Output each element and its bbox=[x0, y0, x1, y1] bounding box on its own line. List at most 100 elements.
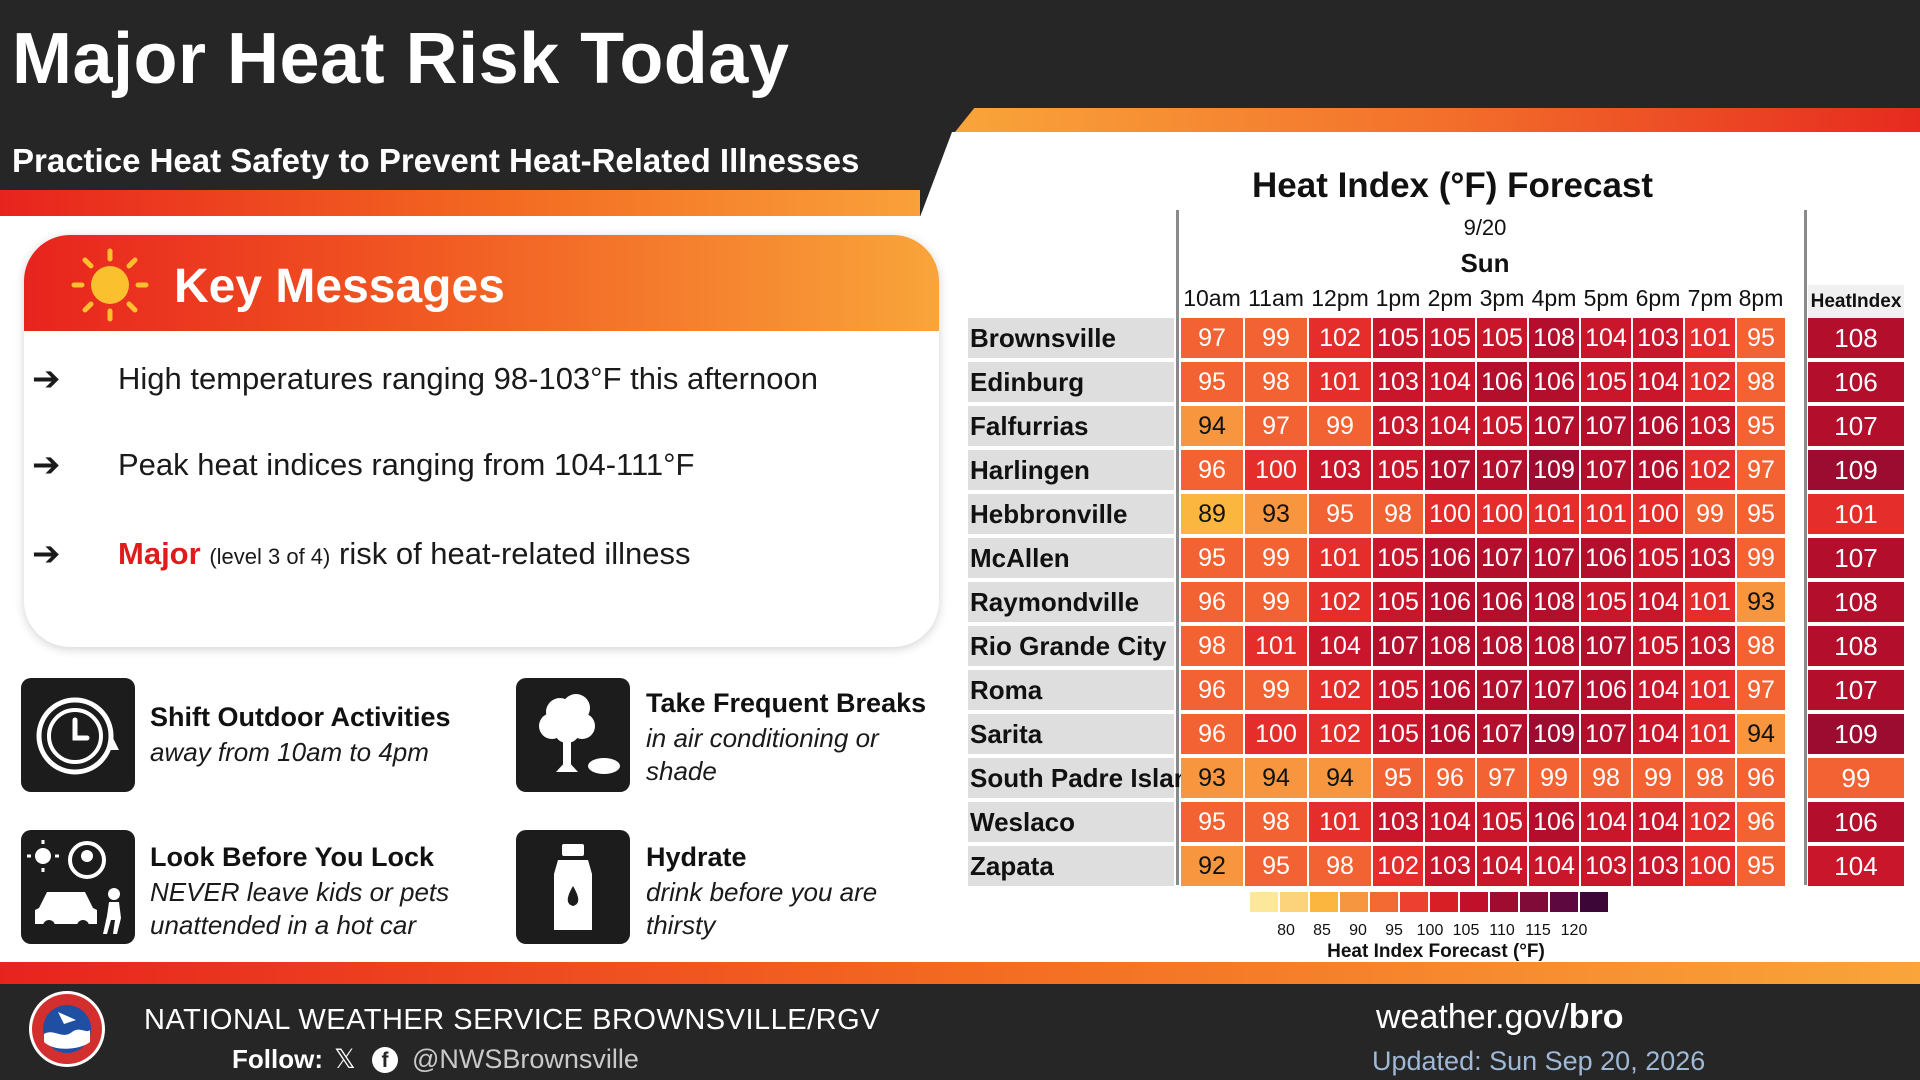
heat-index-cell: 102 bbox=[1685, 802, 1735, 842]
heat-index-cell: 100 bbox=[1633, 494, 1683, 534]
scale-swatch bbox=[1490, 892, 1518, 912]
heat-index-cell: 106 bbox=[1425, 582, 1475, 622]
arrow-right-icon: ➔ bbox=[32, 446, 61, 484]
heat-index-cell: 98 bbox=[1581, 758, 1631, 798]
scale-swatch bbox=[1340, 892, 1368, 912]
city-label: Sarita bbox=[968, 714, 1174, 754]
heat-index-cell: 95 bbox=[1245, 846, 1307, 886]
city-label: Harlingen bbox=[968, 450, 1174, 490]
heat-index-cell: 95 bbox=[1181, 538, 1243, 578]
heat-index-cell: 105 bbox=[1477, 318, 1527, 358]
heat-index-cell: 100 bbox=[1685, 846, 1735, 886]
heat-index-cell: 99 bbox=[1529, 758, 1579, 798]
tip-desc-breaks: in air conditioning or shade bbox=[646, 723, 879, 786]
heat-index-cell: 93 bbox=[1737, 582, 1785, 622]
heat-index-cell: 102 bbox=[1373, 846, 1423, 886]
heat-index-cell: 105 bbox=[1373, 714, 1423, 754]
hour-label: 5pm bbox=[1583, 285, 1629, 311]
max-heat-index-cell: 106 bbox=[1808, 802, 1904, 842]
heat-index-cell: 101 bbox=[1309, 802, 1371, 842]
city-label: McAllen bbox=[968, 538, 1174, 578]
scale-tick-label: 95 bbox=[1385, 922, 1403, 939]
city-label: Edinburg bbox=[968, 362, 1174, 402]
tip-title-hydrate: Hydrate bbox=[646, 842, 747, 872]
footer bbox=[0, 984, 1920, 1080]
max-heat-index-cell: 109 bbox=[1808, 714, 1904, 754]
hour-label: 11am bbox=[1248, 285, 1304, 311]
heat-index-cell: 93 bbox=[1181, 758, 1243, 798]
heat-index-cell: 101 bbox=[1685, 582, 1735, 622]
heat-index-cell: 107 bbox=[1581, 450, 1631, 490]
arrow-right-icon: ➔ bbox=[32, 360, 61, 398]
max-heat-index-cell: 107 bbox=[1808, 538, 1904, 578]
heat-index-cell: 102 bbox=[1309, 318, 1371, 358]
arrow-right-icon: ➔ bbox=[32, 535, 61, 573]
heat-index-cell: 107 bbox=[1529, 406, 1579, 446]
heat-index-cell: 98 bbox=[1737, 362, 1785, 402]
chart-divider-left bbox=[1176, 210, 1179, 885]
scale-tick-label: 120 bbox=[1560, 922, 1588, 939]
heat-index-cell: 107 bbox=[1477, 450, 1527, 490]
heat-index-cell: 100 bbox=[1245, 450, 1307, 490]
heat-index-cell: 104 bbox=[1633, 714, 1683, 754]
heat-index-cell: 104 bbox=[1477, 846, 1527, 886]
heat-index-cell: 101 bbox=[1309, 538, 1371, 578]
page-subtitle: Practice Heat Safety to Prevent Heat-Rel… bbox=[12, 142, 860, 179]
scale-tick-label: 90 bbox=[1349, 922, 1367, 939]
heat-index-cell: 108 bbox=[1425, 626, 1475, 666]
heat-index-cell: 104 bbox=[1633, 362, 1683, 402]
heat-index-cell: 94 bbox=[1245, 758, 1307, 798]
heat-index-cell: 101 bbox=[1245, 626, 1307, 666]
scale-swatch bbox=[1280, 892, 1308, 912]
hour-label: 4pm bbox=[1531, 285, 1577, 311]
heat-index-cell: 99 bbox=[1309, 406, 1371, 446]
heat-index-cell: 106 bbox=[1425, 670, 1475, 710]
key-messages-card: Key Messages ➔ High temperatures ranging… bbox=[24, 235, 939, 647]
heat-index-cell: 107 bbox=[1581, 626, 1631, 666]
scale-swatch bbox=[1550, 892, 1578, 912]
tip-title-lock: Look Before You Lock bbox=[150, 842, 435, 872]
scale-swatch bbox=[1430, 892, 1458, 912]
scale-tick-label: 100 bbox=[1416, 922, 1444, 939]
heat-index-cell: 96 bbox=[1181, 450, 1243, 490]
scale-tick-label: 105 bbox=[1452, 922, 1480, 939]
heat-index-cell: 103 bbox=[1309, 450, 1371, 490]
heat-index-cell: 107 bbox=[1477, 538, 1527, 578]
heat-index-cell: 95 bbox=[1373, 758, 1423, 798]
chart-divider-right bbox=[1804, 210, 1807, 885]
x-icon[interactable]: 𝕏 bbox=[334, 1044, 356, 1074]
heat-index-cell: 109 bbox=[1529, 714, 1579, 754]
heat-index-cell: 102 bbox=[1309, 670, 1371, 710]
heat-index-cell: 108 bbox=[1529, 318, 1579, 358]
heat-index-cell: 103 bbox=[1685, 538, 1735, 578]
scale-swatch bbox=[1580, 892, 1608, 912]
heat-index-cell: 99 bbox=[1245, 538, 1307, 578]
tip-desc-shift: away from 10am to 4pm bbox=[150, 737, 429, 767]
clock-icon bbox=[21, 678, 135, 792]
header-accent-stripe bbox=[0, 190, 920, 216]
heat-index-cell: 95 bbox=[1737, 494, 1785, 534]
hour-label: 8pm bbox=[1738, 285, 1784, 311]
max-heat-index-cell: 101 bbox=[1808, 494, 1904, 534]
scale-tick-label: 115 bbox=[1525, 922, 1551, 939]
heat-index-cell: 96 bbox=[1181, 670, 1243, 710]
heat-index-cell: 106 bbox=[1529, 802, 1579, 842]
heat-index-cell: 93 bbox=[1245, 494, 1307, 534]
website-link[interactable]: weather.gov/bro bbox=[1376, 998, 1624, 1036]
heat-index-cell: 107 bbox=[1529, 670, 1579, 710]
max-heat-index-cell: 107 bbox=[1808, 406, 1904, 446]
heat-index-cell: 98 bbox=[1309, 846, 1371, 886]
social-handle[interactable]: @NWSBrownsville bbox=[412, 1044, 639, 1074]
scale-swatch bbox=[1310, 892, 1338, 912]
max-heat-index-cell: 109 bbox=[1808, 450, 1904, 490]
heat-index-cell: 106 bbox=[1581, 670, 1631, 710]
nws-logo-icon bbox=[29, 991, 105, 1067]
risk-level: Major bbox=[118, 536, 201, 571]
heat-index-cell: 100 bbox=[1477, 494, 1527, 534]
facebook-icon[interactable]: f bbox=[372, 1047, 398, 1073]
heat-index-cell: 100 bbox=[1245, 714, 1307, 754]
heat-index-cell: 98 bbox=[1181, 626, 1243, 666]
heat-index-cell: 103 bbox=[1685, 626, 1735, 666]
heat-index-cell: 104 bbox=[1633, 802, 1683, 842]
tree-shade-icon bbox=[516, 678, 630, 792]
